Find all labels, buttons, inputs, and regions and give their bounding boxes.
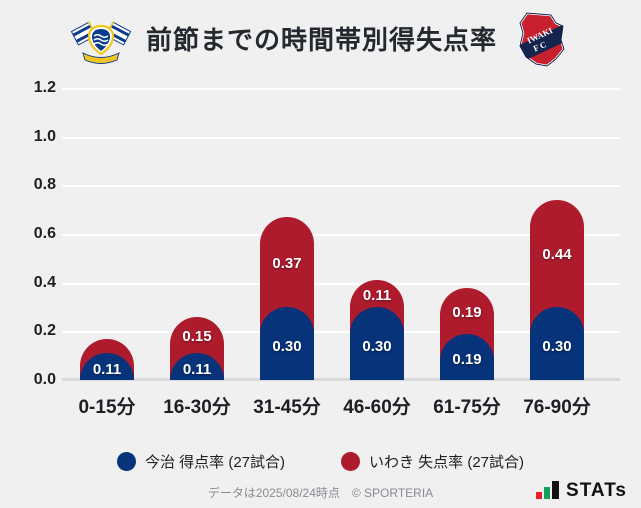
legend-label-imabari: 今治 得点率 (27試合) — [144, 453, 285, 471]
y-tick-6: 1.2 — [33, 79, 56, 96]
stats-bar-black-icon — [552, 481, 560, 499]
x-axis-labels: 0-15分 16-30分 31-45分 46-60分 61-75分 76-90分 — [62, 392, 620, 426]
plot-area — [62, 88, 620, 380]
gridline-0.8 — [62, 185, 620, 188]
stats-bars-icon — [536, 481, 560, 499]
gridline-0.6 — [62, 234, 620, 236]
y-axis: 0.0 0.2 0.4 0.6 0.8 1.0 1.2 — [0, 79, 56, 388]
y-tick-5: 1.0 — [33, 127, 56, 145]
bar-label-blue-0: 0.11 — [92, 361, 122, 379]
chart-header: 前節までの時間帯別得失点率 IWAKI F C — [0, 0, 641, 80]
bar-segment-blue-3[interactable]: 0.30 — [350, 307, 404, 380]
gridline-0.4 — [62, 282, 620, 285]
x-label-1: 16-30分 — [163, 397, 231, 418]
bar-label-red-2: 0.37 — [272, 254, 302, 272]
bar-segment-blue-4[interactable]: 0.19 — [440, 333, 494, 380]
bar-label-blue-2: 0.30 — [272, 338, 302, 355]
y-tick-3: 0.6 — [33, 225, 56, 242]
x-label-5: 76-90分 — [523, 397, 591, 418]
stats-logo: STATs — [536, 479, 627, 501]
bar-segment-blue-5[interactable]: 0.30 — [530, 307, 584, 380]
gridline-0.2 — [62, 331, 620, 334]
legend-item-iwaki[interactable]: いわき 失点率 (27試合) — [341, 451, 524, 472]
bar-label-blue-4: 0.19 — [452, 351, 482, 369]
bar-label-red-4: 0.19 — [452, 303, 482, 321]
legend-item-imabari[interactable]: 今治 得点率 (27試合) — [116, 451, 285, 472]
gridline-1.2 — [62, 88, 620, 90]
legend-dot-blue-icon — [116, 451, 136, 471]
bar-label-blue-3: 0.30 — [362, 338, 392, 355]
x-label-2: 31-45分 — [253, 397, 321, 418]
bar-label-red-5: 0.44 — [542, 246, 572, 264]
bar-label-blue-5: 0.30 — [542, 338, 572, 355]
x-label-0: 0-15分 — [78, 397, 136, 418]
x-axis-baseline — [62, 378, 620, 381]
bar-label-red-3: 0.11 — [362, 287, 392, 305]
y-tick-4: 0.8 — [33, 176, 56, 194]
imabari-crest-icon — [70, 9, 132, 71]
gridline-1.0 — [62, 136, 620, 139]
iwaki-crest-icon: IWAKI F C — [511, 9, 571, 71]
legend-label-iwaki: いわき 失点率 (27試合) — [369, 453, 525, 471]
bar-label-red-1: 0.15 — [182, 327, 212, 345]
stats-wordmark: STATs — [566, 479, 627, 501]
bars-container: 0.11 0.15 0.11 0.37 0.30 0.11 0.30 0.19 … — [62, 88, 620, 380]
stats-bar-red-icon — [536, 492, 543, 499]
stats-bar-green-icon — [544, 487, 551, 499]
x-label-4: 61-75分 — [433, 397, 501, 418]
chart-legend: 今治 得点率 (27試合) いわき 失点率 (27試合) — [0, 444, 641, 478]
footer-note: データは2025/08/24時点 © SPORTERIA — [207, 486, 434, 500]
x-label-3: 46-60分 — [343, 397, 411, 418]
y-tick-1: 0.2 — [33, 322, 56, 340]
legend-dot-red-icon — [341, 451, 360, 471]
page-title: 前節までの時間帯別得失点率 — [145, 25, 497, 55]
bar-label-blue-1: 0.11 — [182, 361, 212, 379]
y-tick-2: 0.4 — [33, 273, 56, 291]
y-tick-0: 0.0 — [33, 371, 56, 388]
bar-segment-blue-2[interactable]: 0.30 — [260, 307, 314, 380]
